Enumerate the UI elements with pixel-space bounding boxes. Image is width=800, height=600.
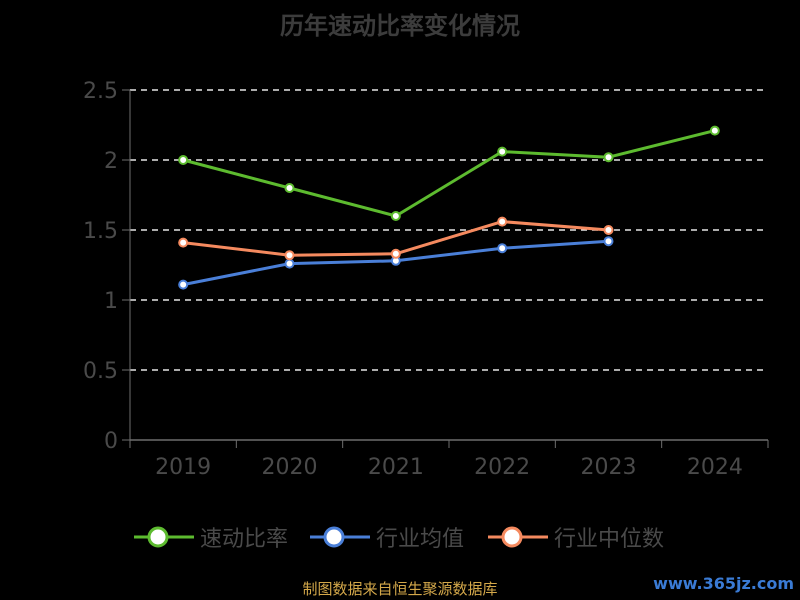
legend-label: 速动比率 — [200, 527, 289, 552]
series-lines — [178, 125, 720, 290]
axes: 0 0.5 1 1.5 2 2.5 2019 2020 2021 2022 2023 2024 — [83, 79, 769, 480]
data-point — [603, 152, 614, 163]
legend-label: 行业均值 — [376, 527, 465, 552]
data-point — [284, 250, 295, 261]
x-tick-label: 2023 — [581, 455, 637, 480]
x-tick-label: 2019 — [155, 455, 211, 480]
legend-label: 行业中位数 — [554, 527, 665, 552]
legend-item-industry-median[interactable]: 行业中位数 — [488, 520, 664, 554]
data-point — [603, 225, 614, 235]
y-tick-label: 1.5 — [83, 219, 118, 244]
source-note: 制图数据来自恒生聚源数据库 — [302, 580, 498, 598]
y-tick-label: 0 — [104, 429, 118, 454]
data-point — [603, 236, 614, 247]
data-point — [390, 211, 401, 221]
legend-marker-industry-median — [488, 526, 548, 548]
x-tick-label: 2024 — [687, 455, 743, 480]
data-point — [178, 237, 189, 248]
series-3 — [178, 216, 614, 261]
data-point — [178, 279, 189, 290]
series-line — [182, 129, 716, 218]
x-tick-label: 2021 — [368, 455, 424, 480]
chart-title: 历年速动比率变化情况 — [280, 12, 520, 40]
legend-dot — [147, 526, 169, 548]
series-2 — [178, 236, 614, 290]
data-point — [497, 216, 508, 227]
data-point — [284, 183, 295, 193]
series-1 — [178, 125, 720, 221]
legend-item-industry-mean[interactable]: 行业均值 — [310, 520, 464, 554]
data-point — [178, 155, 189, 165]
data-point — [284, 258, 295, 269]
x-tick-label: 2020 — [262, 455, 318, 480]
x-tick-label: 2022 — [474, 455, 530, 480]
y-tick-label: 2.5 — [83, 79, 118, 104]
data-point — [709, 125, 720, 136]
y-tick-label: 2 — [104, 149, 118, 174]
data-point — [390, 248, 401, 259]
grid-lines — [130, 89, 768, 371]
legend-dot — [323, 526, 345, 548]
legend-marker-industry-mean — [310, 526, 370, 548]
legend-item-quick-ratio[interactable]: 速动比率 — [134, 520, 288, 554]
data-point — [497, 146, 508, 157]
legend-dot — [501, 526, 523, 548]
y-tick-label: 1 — [104, 289, 118, 314]
legend-marker-quick-ratio — [134, 526, 194, 548]
watermark: www.365jz.com — [653, 574, 794, 593]
data-point — [497, 243, 508, 254]
y-tick-label: 0.5 — [83, 359, 118, 384]
